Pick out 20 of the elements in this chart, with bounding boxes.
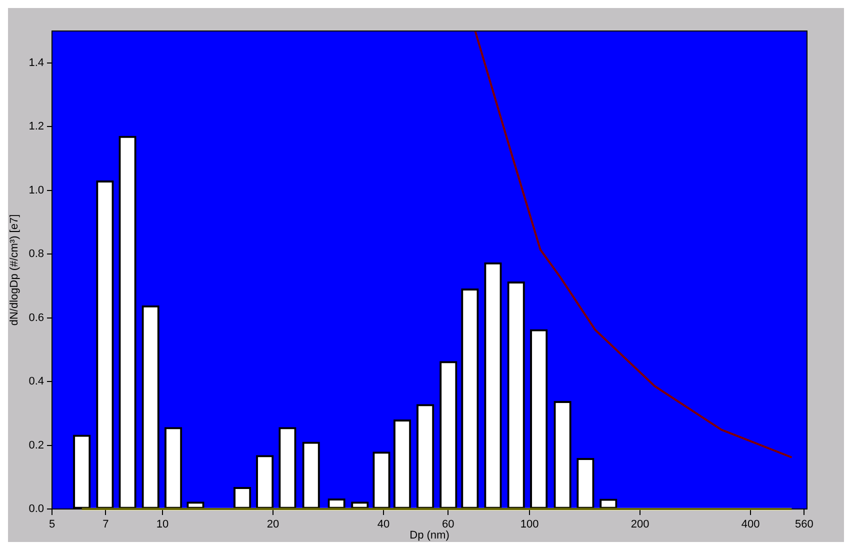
y-tick-label: 0.8 [28,248,44,260]
y-axis-title: dN/dlogDp (#/cm³) [e7] [8,214,21,326]
x-tick-label: 100 [520,518,539,531]
x-tick-label: 5 [48,518,56,531]
y-tick-label: 0.4 [28,376,44,388]
y-tick-label: 0.0 [28,503,44,516]
x-tick-label: 560 [795,518,814,531]
x-tick-label: 10 [156,518,169,531]
x-tick-label: 200 [630,518,650,531]
x-tick-label: 400 [741,518,760,531]
x-tick-label: 20 [266,518,280,531]
y-tick-label: 0.2 [28,439,44,452]
y-tick-label: 1.4 [28,56,44,69]
x-tick-label: 7 [102,518,109,531]
x-tick-label: 60 [442,518,454,531]
x-tick-label: 40 [377,518,390,531]
x-axis-title: Dp (nm) [410,529,450,542]
y-tick-label: 1.0 [28,184,44,196]
y-tick-label: 1.2 [28,120,44,133]
y-tick-label: 0.6 [28,312,44,324]
